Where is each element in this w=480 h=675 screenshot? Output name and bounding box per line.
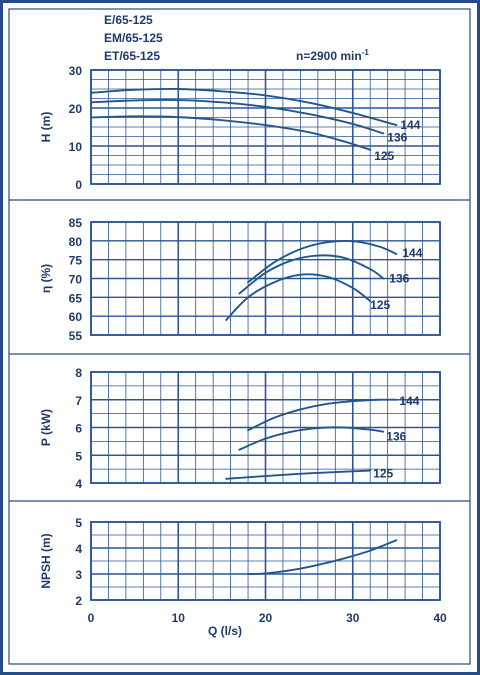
x-tick-label: 10: [172, 611, 186, 625]
series-label-125: 125: [373, 467, 393, 481]
series-line-136: [238, 426, 385, 451]
y-tick-label: 75: [69, 254, 83, 268]
series-line-136: [238, 254, 385, 295]
inner-frame: [8, 8, 471, 665]
y-tick-label: 7: [75, 394, 82, 408]
series-label-136: 136: [389, 272, 409, 286]
y-tick-label: 5: [75, 516, 82, 530]
series-line-125: [225, 273, 372, 321]
plot-frame: [90, 371, 441, 484]
series-label-125: 125: [374, 149, 394, 163]
y-tick-label: 80: [69, 235, 83, 249]
plot-frame: [90, 69, 441, 185]
x-tick-label: 20: [259, 611, 273, 625]
y-axis-label: H (m): [39, 112, 53, 143]
y-tick-label: 6: [75, 422, 82, 436]
y-tick-label: 60: [69, 310, 83, 324]
y-axis-label: P (kW): [39, 409, 53, 446]
y-tick-label: 0: [75, 178, 82, 192]
model-label: E/65-125: [104, 13, 153, 27]
y-tick-label: 8: [75, 366, 82, 380]
series-line-125: [225, 469, 372, 480]
y-tick-label: 30: [69, 64, 83, 78]
y-tick-label: 5: [75, 449, 82, 463]
plot-frame: [90, 221, 441, 336]
x-axis-label: Q (l/s): [208, 624, 242, 638]
y-axis-label: NPSH (m): [39, 533, 53, 588]
series-label-144: 144: [400, 118, 420, 132]
series-label-144: 144: [402, 246, 422, 260]
x-tick-label: 30: [346, 611, 360, 625]
model-label: EM/65-125: [104, 31, 163, 45]
series-label-136: 136: [386, 430, 406, 444]
y-tick-label: 70: [69, 273, 83, 287]
series-label-144: 144: [399, 394, 419, 408]
model-label: ET/65-125: [104, 49, 160, 63]
y-axis-label: η (%): [39, 264, 53, 293]
speed-exponent: -1: [362, 48, 370, 57]
y-tick-label: 4: [75, 542, 82, 556]
y-tick-label: 3: [75, 568, 82, 582]
series-line-144: [247, 239, 398, 284]
y-tick-label: 65: [69, 291, 83, 305]
y-tick-label: 10: [69, 140, 83, 154]
series-line-144: [247, 398, 398, 432]
y-tick-label: 85: [69, 216, 83, 230]
x-tick-label: 0: [88, 611, 95, 625]
y-tick-label: 20: [69, 102, 83, 116]
y-tick-label: 2: [75, 594, 82, 608]
series-line-npsh: [247, 539, 398, 575]
series-label-125: 125: [370, 298, 390, 312]
series-line-144: [90, 87, 398, 127]
x-tick-label: 40: [433, 611, 447, 625]
speed-label-text: n=2900 min: [296, 49, 362, 63]
plot-frame: [90, 521, 441, 601]
series-line-136: [90, 98, 385, 135]
y-tick-label: 55: [69, 329, 83, 343]
series-label-136: 136: [387, 130, 407, 144]
y-tick-label: 4: [75, 477, 82, 491]
speed-label: n=2900 min-1: [296, 48, 369, 63]
series-line-125: [90, 115, 372, 151]
